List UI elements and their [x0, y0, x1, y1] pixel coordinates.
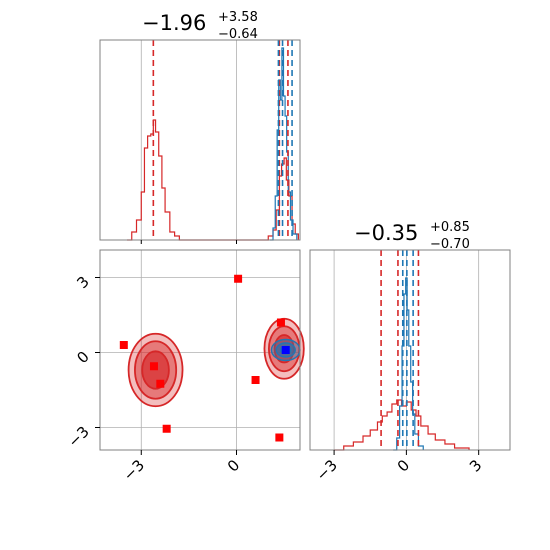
axes-frame: [99, 249, 301, 451]
title-value: −0.35: [354, 221, 418, 245]
red-square-marker: [162, 424, 171, 433]
bottom-left-scatter-panel: −3 030−3: [64, 249, 305, 484]
bottom-right-title: −0.35 +0.85 −0.70: [354, 220, 470, 252]
red-square-marker: [119, 341, 128, 349]
title-minus: −0.70: [430, 237, 470, 252]
title-value: −1.96: [142, 11, 206, 35]
top-left-title: −1.96 +3.58 −0.64: [142, 10, 258, 42]
red-square-marker: [149, 362, 158, 371]
top-left-histogram-panel: [99, 39, 301, 244]
axes-frame: [99, 39, 301, 241]
histogram-step-line: [126, 119, 300, 241]
red-square-marker: [234, 274, 243, 283]
title-plus: +3.58: [218, 10, 258, 25]
bottom-right-histogram-panel: −3 0 3: [309, 249, 511, 484]
title-minus: −0.64: [218, 27, 258, 42]
blue-square-marker: [281, 346, 290, 354]
title-plus: +0.85: [430, 220, 470, 235]
axes-frame: [309, 249, 511, 451]
histogram-step-line: [269, 47, 298, 241]
red-square-marker: [156, 379, 165, 388]
red-square-marker: [275, 433, 284, 442]
red-square-marker: [251, 376, 260, 384]
red-square-marker: [276, 318, 285, 327]
